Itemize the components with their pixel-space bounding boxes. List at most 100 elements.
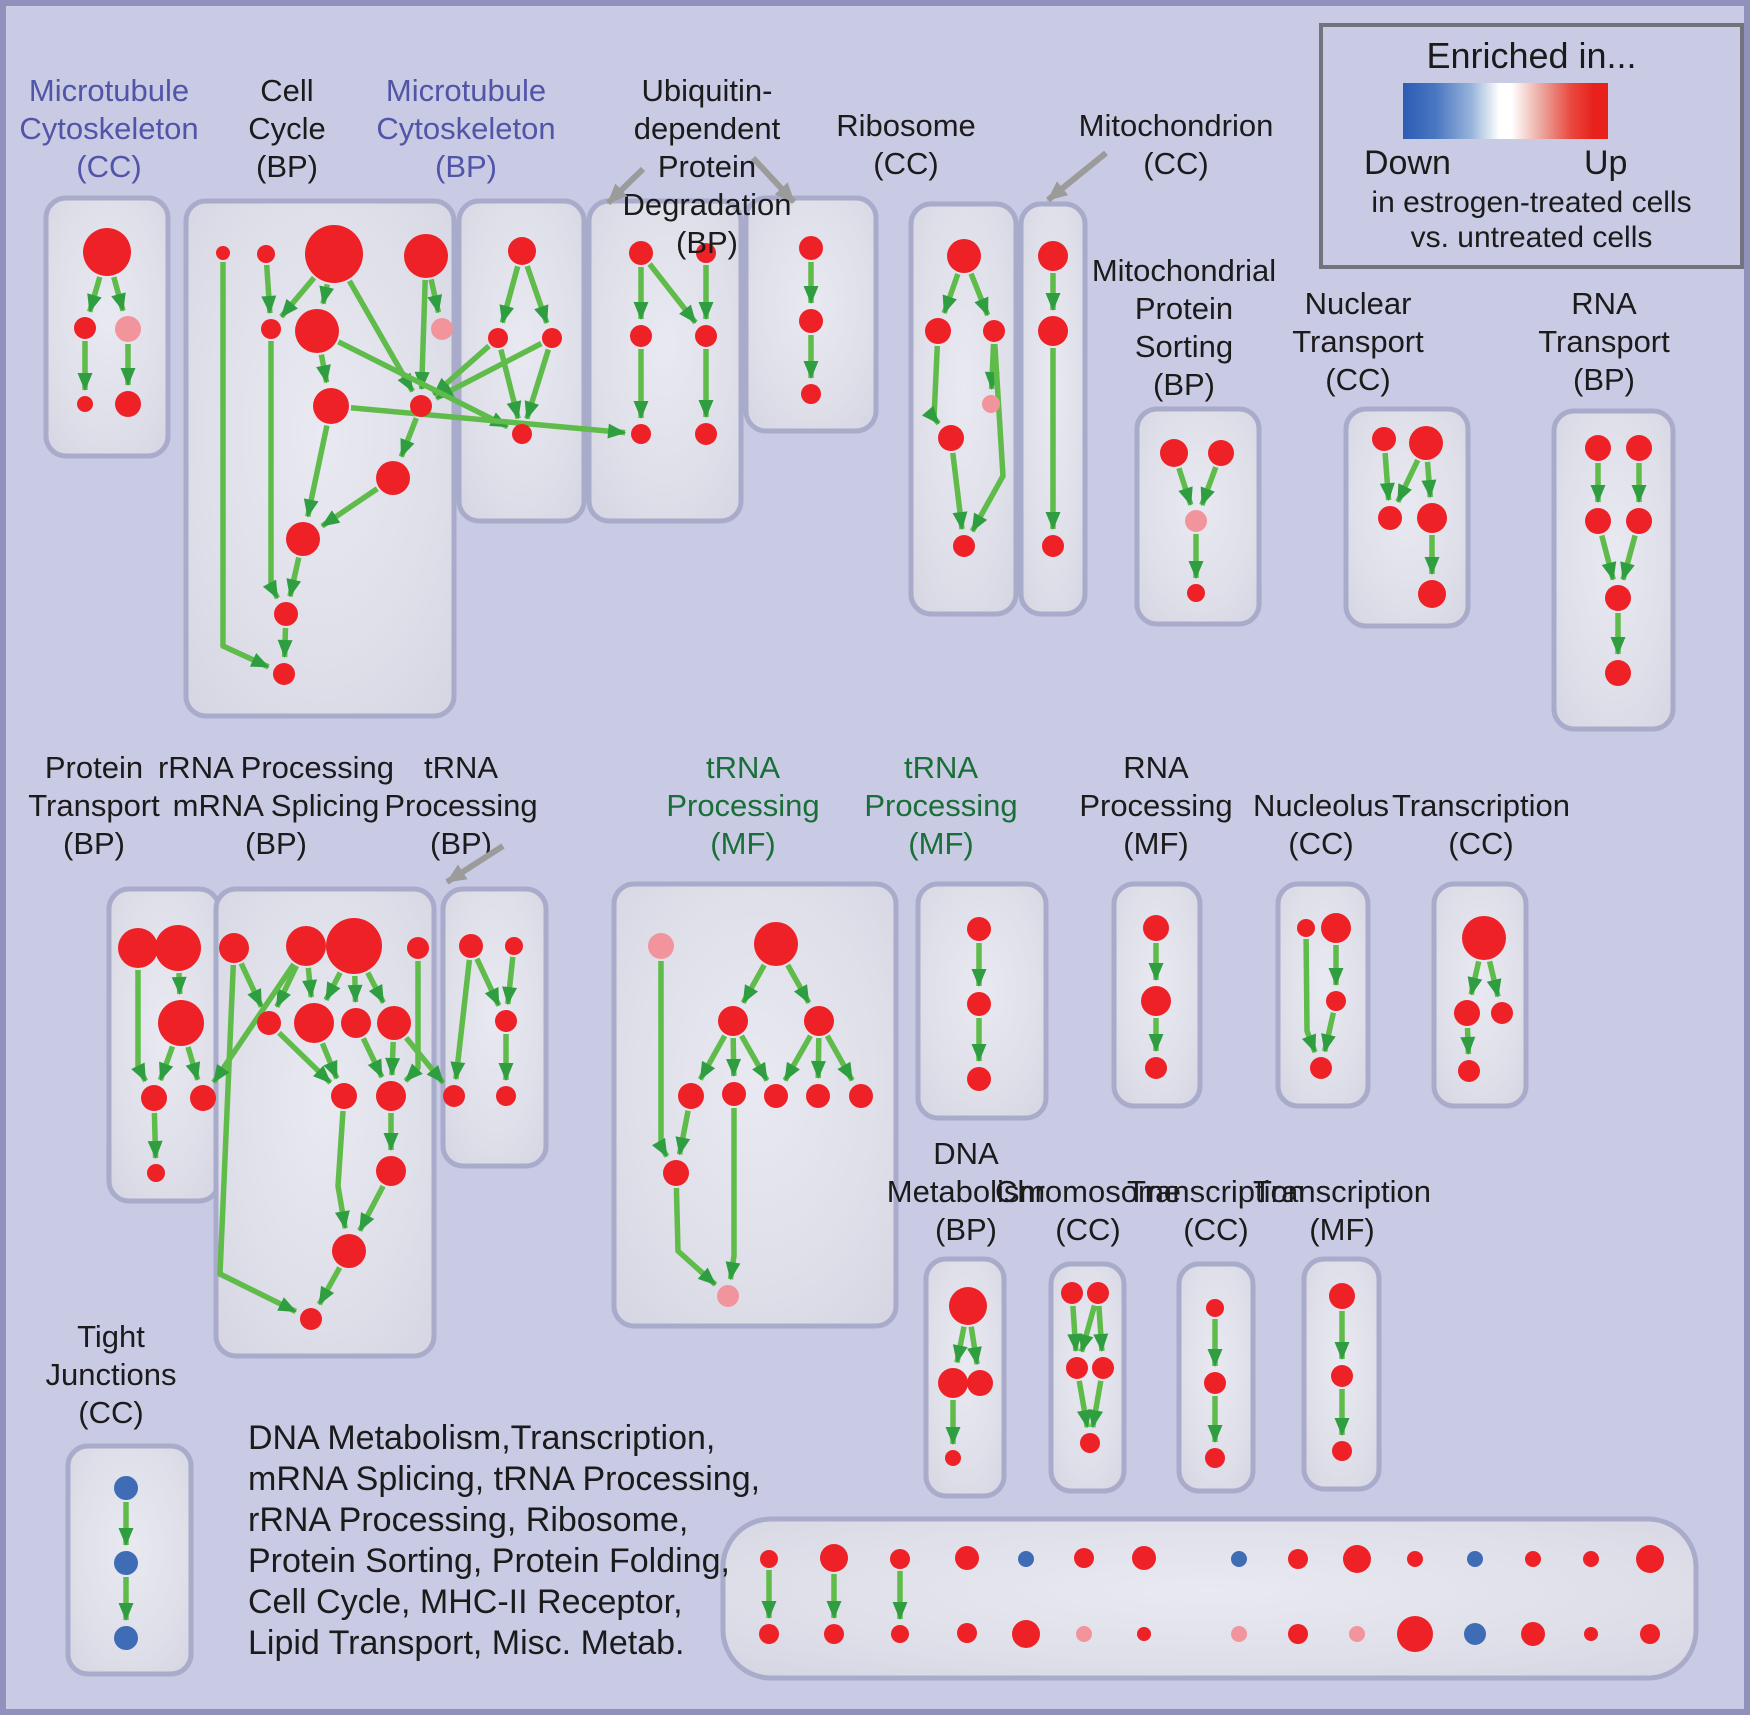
node-trna-processing-mf-1-w10 xyxy=(663,1160,689,1186)
node-trna-processing-bp-v4 xyxy=(443,1085,465,1107)
cluster-label-tight-junctions-cc-line-0: Tight xyxy=(77,1319,145,1354)
node-mixed-group-n25 xyxy=(1349,1626,1365,1642)
node-dna-metabolism-bp-g1 xyxy=(949,1287,987,1325)
cluster-label-rrna-mrna-bp-line-1: mRNA Splicing xyxy=(173,788,380,823)
layer-edges xyxy=(77,262,1647,1621)
edge-rrna-mrna-bp-q8-q10 xyxy=(385,1041,401,1076)
node-tight-junctions-cc-b2 xyxy=(114,1551,138,1575)
network-canvas: MicrotubuleCytoskeleton(CC)CellCycle(BP)… xyxy=(19,73,1699,1681)
edge-trna-processing-bp-v1-v3 xyxy=(474,957,502,1007)
cluster-label-nucleolus-cc-line-1: (CC) xyxy=(1288,826,1353,861)
misc-annotation-line-2: rRNA Processing, Ribosome, xyxy=(248,1501,688,1539)
edge-ribosome-cc-r5-r6 xyxy=(950,452,968,531)
cluster-label-rrna-mrna-bp-line-0: rRNA Processing xyxy=(158,750,394,785)
cluster-label-microtubule-bp-line-0: Microtubule xyxy=(386,73,546,108)
edge-rrna-mrna-bp-q6-q9 xyxy=(319,1042,340,1080)
node-protein-transport-bp-e xyxy=(190,1085,216,1111)
node-trna-processing-bp-v2 xyxy=(505,937,523,955)
cluster-label-transcription-cc-1-line-1: (CC) xyxy=(1448,826,1513,861)
cluster-label-nuclear-transport-cc-line-1: Transport xyxy=(1292,324,1424,359)
misc-annotation-line-5: Lipid Transport, Misc. Metab. xyxy=(248,1624,685,1662)
edge-cell-cycle-bp-k-l xyxy=(286,556,302,598)
legend-down-label: Down xyxy=(1364,144,1451,182)
edge-cell-cycle-bp-i-j xyxy=(398,417,419,458)
cluster-label-protein-transport-bp-line-0: Protein xyxy=(45,750,143,785)
node-protein-transport-bp-c xyxy=(158,1000,204,1046)
cluster-label-trna-processing-mf-1-line-0: tRNA xyxy=(706,750,780,785)
edge-protein-transport-bp-c-d xyxy=(157,1045,176,1082)
edge-cell-cycle-bp-j-k xyxy=(320,486,379,529)
cluster-box-chromosome-cc xyxy=(1048,1261,1127,1494)
node-cell-cycle-bp-a xyxy=(216,246,230,260)
edge-rrna-mrna-bp-q4-q10 xyxy=(403,961,423,1083)
edge-transcription-cc-1-x2-x4 xyxy=(1460,1027,1476,1055)
node-chromosome-cc-h3 xyxy=(1066,1357,1088,1379)
node-mixed-group-n6 xyxy=(1074,1548,1094,1568)
legend-caption-line2: vs. untreated cells xyxy=(1410,221,1653,254)
label-pointer-arrow-1 xyxy=(750,155,797,205)
node-mixed-group-n30 xyxy=(1640,1624,1660,1644)
node-ubiquitin-bp-a-u5 xyxy=(631,424,651,444)
node-cell-cycle-bp-h xyxy=(313,388,349,424)
cluster-label-rna-transport-bp-line-2: (BP) xyxy=(1573,362,1635,397)
node-mitochondrion-cc-m1 xyxy=(1038,241,1068,271)
cluster-label-ubiquitin-bp-a-line-3: Degradation xyxy=(623,187,792,222)
node-nuclear-transport-cc-n5 xyxy=(1418,580,1446,608)
node-microtubule-cc-d xyxy=(77,396,93,412)
edge-trna-processing-mf-1-w6-w11 xyxy=(725,1108,741,1281)
node-transcription-mf-j2 xyxy=(1331,1365,1353,1387)
node-microtubule-cc-e xyxy=(115,391,141,417)
legend-up-label: Up xyxy=(1584,144,1628,182)
edge-chromosome-cc-h1-h3 xyxy=(1067,1305,1083,1352)
node-ubiquitin-bp-a-u2 xyxy=(696,243,716,263)
misc-annotation-line-3: Protein Sorting, Protein Folding, xyxy=(248,1542,730,1580)
node-trna-processing-mf-1-w5 xyxy=(678,1083,704,1109)
node-microtubule-bp-s1 xyxy=(508,237,536,265)
node-mixed-group-n9 xyxy=(1288,1549,1308,1569)
node-cell-cycle-bp-f xyxy=(295,309,339,353)
node-rrna-mrna-bp-q3 xyxy=(326,918,382,974)
node-rrna-mrna-bp-q12 xyxy=(332,1234,366,1268)
edge-microtubule-bp-s1-s2 xyxy=(499,265,521,324)
edge-trna-processing-bp-v2-v3 xyxy=(502,956,518,1006)
cluster-label-mito-protein-sorting-bp-line-3: (BP) xyxy=(1153,367,1215,402)
label-pointer-arrow-0 xyxy=(605,166,646,206)
node-dna-metabolism-bp-g4 xyxy=(945,1450,961,1466)
edge-cell-cycle-bp-h-k xyxy=(303,425,330,518)
node-microtubule-cc-a xyxy=(83,228,131,276)
cluster-label-ubiquitin-bp-a-line-2: Protein xyxy=(658,149,756,184)
node-nuclear-transport-cc-n3 xyxy=(1378,506,1402,530)
node-trna-processing-mf-1-w6 xyxy=(722,1082,746,1106)
node-transcription-mf-j1 xyxy=(1329,1283,1355,1309)
cluster-label-microtubule-cc-line-0: Microtubule xyxy=(29,73,189,108)
edge-rrna-mrna-bp-q3-q7 xyxy=(347,975,363,1003)
node-chromosome-cc-h4 xyxy=(1092,1357,1114,1379)
cluster-label-trna-processing-bp-line-1: Processing xyxy=(384,788,537,823)
node-microtubule-cc-b xyxy=(74,317,96,339)
edge-trna-processing-mf-1-w10-w11 xyxy=(673,1187,718,1287)
node-mixed-group-n20 xyxy=(1012,1620,1040,1648)
edge-protein-transport-bp-c-e xyxy=(185,1046,201,1081)
node-nucleolus-cc-k3 xyxy=(1326,991,1346,1011)
node-mixed-group-n14 xyxy=(1583,1551,1599,1567)
edge-cell-cycle-bp-b-e xyxy=(261,264,277,314)
node-rna-transport-bp-t4 xyxy=(1626,508,1652,534)
node-trna-processing-mf-1-w1 xyxy=(648,933,674,959)
cluster-label-microtubule-cc-line-2: (CC) xyxy=(76,149,141,184)
node-transcription-cc-2-i1 xyxy=(1206,1299,1224,1317)
edge-nuclear-transport-cc-n1-n3 xyxy=(1379,452,1395,502)
cluster-label-chromosome-cc-line-0: Chromosome xyxy=(995,1174,1181,1209)
node-ubiquitin-bp-a-u1 xyxy=(629,241,653,265)
edge-trna-processing-mf-1-w5-w10 xyxy=(675,1110,691,1156)
node-rrna-mrna-bp-q8 xyxy=(377,1006,411,1040)
cluster-label-rna-processing-mf-line-1: Processing xyxy=(1079,788,1232,823)
node-mixed-group-n29 xyxy=(1584,1627,1598,1641)
edge-rrna-mrna-bp-q9-q12 xyxy=(334,1110,350,1230)
cluster-box-microtubule-bp xyxy=(456,198,587,524)
node-trna-processing-bp-v3 xyxy=(495,1010,517,1032)
node-nucleolus-cc-k1 xyxy=(1297,919,1315,937)
edge-protein-transport-bp-d-f xyxy=(147,1112,163,1159)
cluster-label-dna-metabolism-bp-line-2: (BP) xyxy=(935,1212,997,1247)
node-trna-processing-mf-2-z2 xyxy=(967,992,991,1016)
edge-trna-processing-mf-1-w3-w6 xyxy=(726,1037,742,1077)
